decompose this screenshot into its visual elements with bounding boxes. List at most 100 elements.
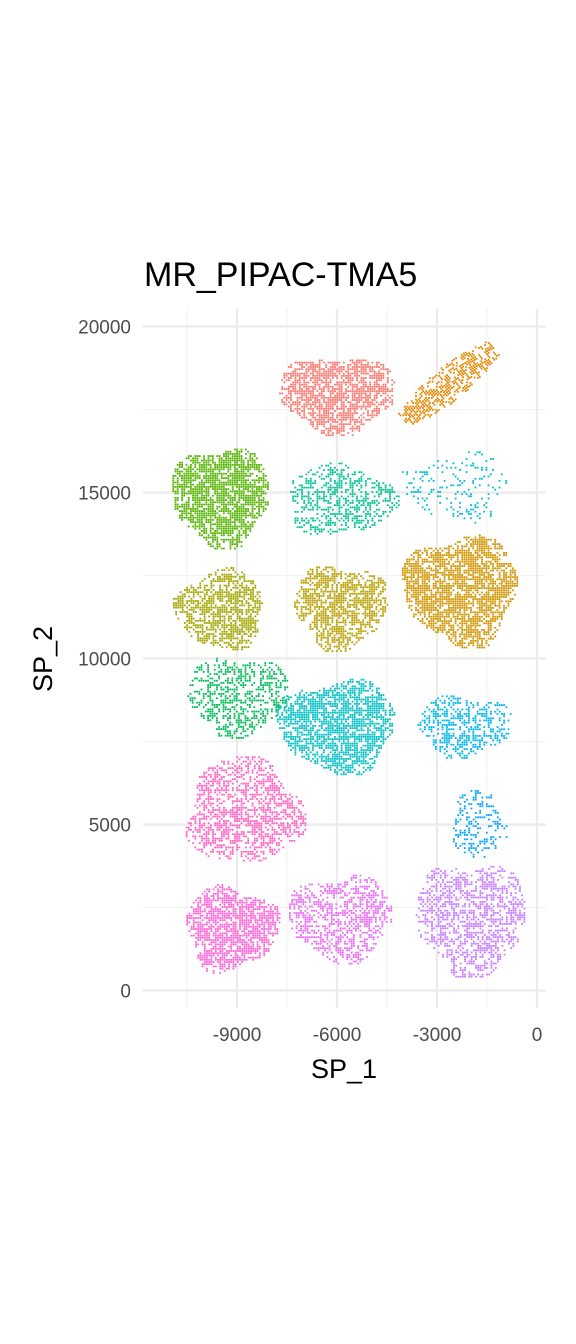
spot-point	[380, 705, 383, 707]
spot-point	[190, 519, 192, 521]
spot-point	[364, 377, 367, 379]
spot-point	[247, 486, 249, 488]
spot-point	[378, 696, 380, 699]
spot-point	[218, 728, 220, 730]
spot-point	[331, 692, 334, 694]
spot-point	[312, 747, 314, 749]
spot-point	[325, 755, 328, 758]
spot-point	[367, 705, 369, 707]
spot-point	[463, 517, 466, 520]
spot-point	[242, 728, 245, 730]
spot-point	[362, 685, 365, 688]
spot-point	[353, 714, 356, 716]
spot-point	[356, 372, 358, 375]
spot-point	[367, 366, 369, 368]
spot-point	[234, 538, 236, 541]
spot-point	[240, 701, 242, 704]
spot-point	[360, 475, 363, 478]
spot-point	[327, 361, 330, 364]
spot-point	[262, 499, 265, 501]
spot-point	[413, 410, 416, 413]
spot-point	[364, 390, 367, 393]
spot-point	[327, 377, 330, 379]
spot-point	[331, 388, 334, 390]
spot-point	[249, 675, 251, 678]
spot-point	[301, 363, 303, 366]
spot-point	[224, 734, 227, 737]
spot-point	[356, 425, 358, 428]
spot-point	[205, 530, 208, 532]
spot-point	[190, 516, 192, 519]
spot-point	[334, 771, 336, 773]
spot-point	[240, 483, 243, 486]
spot-point	[218, 527, 221, 530]
spot-point	[283, 716, 286, 718]
spot-point	[298, 696, 301, 699]
spot-point	[325, 727, 328, 729]
spot-point	[225, 519, 227, 521]
spot-point	[351, 696, 354, 699]
spot-point	[442, 404, 445, 406]
spot-point	[342, 396, 345, 399]
spot-point	[453, 382, 455, 385]
spot-point	[192, 457, 194, 460]
spot-point	[349, 510, 352, 513]
spot-point	[201, 521, 203, 523]
spot-point	[325, 403, 328, 406]
spot-point	[301, 361, 303, 364]
spot-point	[218, 704, 220, 706]
spot-point	[356, 722, 358, 725]
spot-point	[318, 729, 321, 732]
spot-point	[331, 513, 334, 515]
spot-point	[443, 735, 446, 737]
spot-point	[214, 532, 216, 534]
spot-point	[181, 461, 183, 464]
spot-point	[209, 510, 212, 512]
spot-point	[285, 374, 288, 377]
spot-point	[331, 685, 334, 688]
spot-point	[356, 403, 358, 406]
spot-point	[242, 479, 245, 482]
spot-point	[305, 740, 308, 743]
spot-point	[316, 709, 319, 712]
spot-point	[473, 359, 476, 361]
spot-point	[382, 698, 385, 701]
spot-point	[298, 403, 301, 406]
spot-point	[347, 519, 350, 522]
spot-point	[225, 503, 227, 506]
spot-point	[222, 726, 225, 728]
spot-point	[421, 475, 424, 478]
spot-point	[196, 519, 199, 521]
spot-point	[334, 762, 336, 765]
spot-point	[316, 694, 319, 696]
spot-point	[358, 707, 361, 710]
spot-point	[349, 769, 352, 771]
spot-point	[303, 709, 306, 712]
spot-point	[327, 368, 330, 371]
spot-point	[216, 728, 218, 730]
spot-point	[227, 453, 230, 455]
spot-point	[314, 700, 317, 703]
spot-point	[367, 729, 369, 732]
spot-point	[314, 379, 317, 382]
spot-point	[323, 513, 325, 515]
spot-point	[231, 536, 234, 539]
spot-point	[371, 517, 374, 520]
spot-point	[255, 688, 258, 691]
spot-point	[364, 749, 367, 751]
spot-point	[172, 481, 175, 484]
spot-point	[176, 477, 179, 479]
spot-point	[305, 530, 308, 533]
spot-point	[470, 355, 473, 358]
spot-point	[309, 484, 312, 487]
spot-point	[314, 405, 317, 408]
spot-point	[307, 486, 310, 489]
spot-point	[325, 379, 328, 382]
spot-point	[375, 379, 378, 382]
spot-point	[190, 459, 192, 462]
spot-point	[347, 394, 350, 397]
spot-point	[486, 367, 488, 370]
spot-point	[449, 403, 452, 405]
spot-point	[421, 410, 424, 413]
spot-point	[336, 429, 339, 432]
